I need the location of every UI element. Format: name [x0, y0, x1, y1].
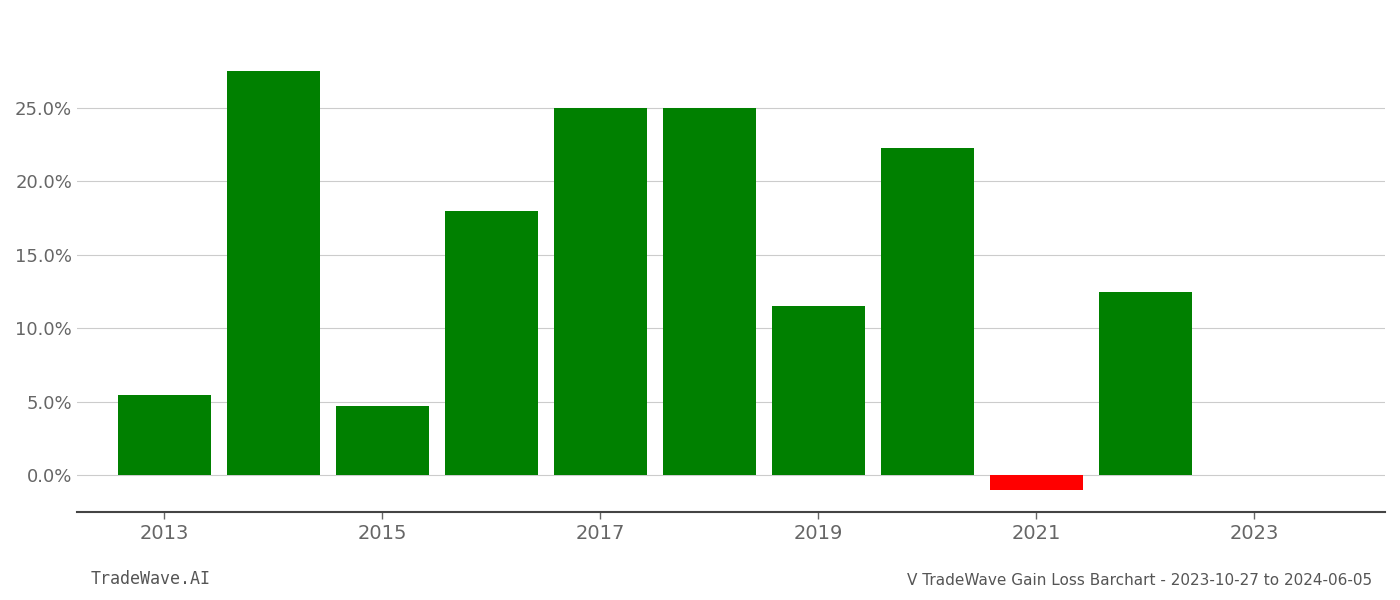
Bar	[771, 307, 865, 475]
Bar	[662, 108, 756, 475]
Bar	[118, 395, 210, 475]
Bar	[554, 108, 647, 475]
Text: TradeWave.AI: TradeWave.AI	[91, 570, 211, 588]
Bar	[227, 71, 319, 475]
Bar	[1099, 292, 1191, 475]
Bar	[445, 211, 538, 475]
Text: V TradeWave Gain Loss Barchart - 2023-10-27 to 2024-06-05: V TradeWave Gain Loss Barchart - 2023-10…	[907, 573, 1372, 588]
Bar	[336, 406, 428, 475]
Bar	[881, 148, 973, 475]
Bar	[990, 475, 1082, 490]
